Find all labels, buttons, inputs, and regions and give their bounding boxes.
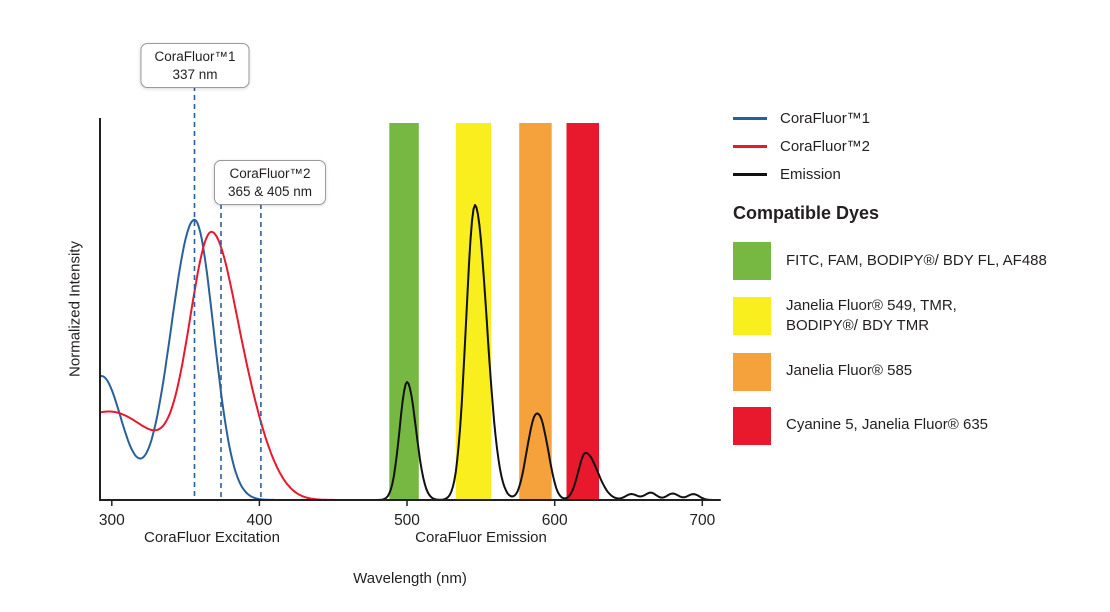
legend: CoraFluor™1 CoraFluor™2 Emission Compati… — [733, 104, 1105, 461]
dye-swatch-1 — [733, 297, 771, 336]
legend-row-emission: Emission — [733, 160, 1105, 188]
legend-row-corafluor2: CoraFluor™2 — [733, 132, 1105, 160]
svg-text:400: 400 — [246, 512, 272, 529]
legend-line-0 — [733, 116, 767, 120]
legend-series-label: CoraFluor™2 — [780, 137, 871, 155]
svg-text:300: 300 — [99, 512, 125, 529]
svg-text:500: 500 — [394, 512, 420, 529]
dye-row-orange: Janelia Fluor® 585 — [733, 352, 1105, 391]
dye-label: Cyanine 5, Janelia Fluor® 635 — [786, 416, 989, 434]
dye-row-red: Cyanine 5, Janelia Fluor® 635 — [733, 406, 1105, 445]
svg-text:600: 600 — [542, 512, 568, 529]
excitation-section-label: CoraFluor Excitation — [144, 529, 280, 546]
callout-title: CoraFluor™1 — [154, 49, 236, 64]
legend-row-corafluor1: CoraFluor™1 — [733, 104, 1105, 132]
callout-corafluor1: CoraFluor™1 337 nm — [140, 43, 250, 89]
spectra-chart: 300 400 500 600 700 — [99, 86, 721, 529]
compatible-dyes-heading: Compatible Dyes — [733, 203, 880, 223]
callout-value: 337 nm — [172, 66, 218, 82]
callout-title: CoraFluor™2 — [229, 166, 311, 181]
dye-label: Janelia Fluor® 585 — [786, 362, 913, 380]
dye-label: FITC, FAM, BODIPY®/ BDY FL, AF488 — [786, 251, 1047, 269]
svg-text:700: 700 — [689, 512, 715, 529]
legend-line-2 — [733, 172, 767, 176]
dye-swatch-0 — [733, 242, 771, 280]
callout-value: 365 & 405 nm — [227, 183, 313, 199]
callout-corafluor2: CoraFluor™2 365 & 405 nm — [213, 160, 327, 206]
legend-series-label: Emission — [780, 165, 841, 183]
legend-series-label: CoraFluor™1 — [780, 109, 871, 127]
x-axis-label: Wavelength (nm) — [353, 570, 467, 587]
dye-row-yellow: Janelia Fluor® 549, TMR, BODIPY®/ BDY TM… — [733, 296, 1105, 337]
dye-row-green: FITC, FAM, BODIPY®/ BDY FL, AF488 — [733, 242, 1105, 280]
y-axis-label: Normalized Intensity — [66, 241, 84, 377]
emission-section-label: CoraFluor Emission — [415, 529, 547, 546]
legend-line-1 — [733, 144, 767, 148]
dye-swatch-3 — [733, 406, 771, 445]
dye-swatch-2 — [733, 352, 771, 391]
dye-label: Janelia Fluor® 549, TMR, BODIPY®/ BDY TM… — [786, 297, 957, 335]
